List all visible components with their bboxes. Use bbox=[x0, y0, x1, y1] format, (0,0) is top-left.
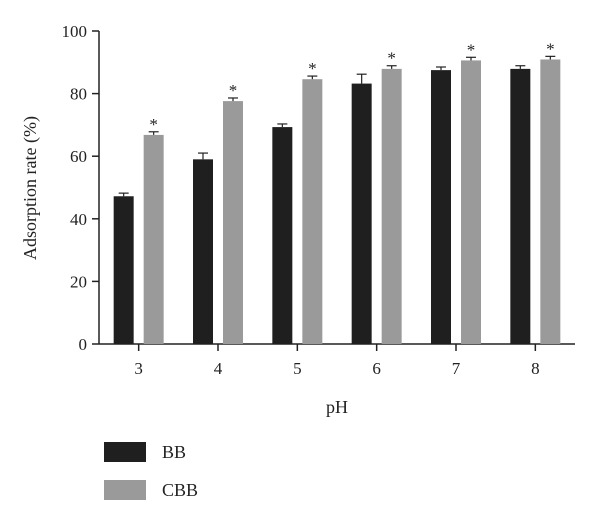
legend-label-cbb: CBB bbox=[162, 479, 199, 500]
legend-swatch-cbb bbox=[104, 480, 146, 500]
bar-bb-ph8 bbox=[510, 68, 531, 345]
x-tick-label: 4 bbox=[214, 359, 223, 378]
x-tick-label: 8 bbox=[531, 359, 540, 378]
bar-bb-ph3 bbox=[113, 196, 134, 344]
legend: BB CBB bbox=[104, 440, 198, 516]
y-tick-label: 100 bbox=[62, 22, 88, 41]
bar-cbb-ph8 bbox=[540, 59, 561, 344]
y-tick-label: 0 bbox=[79, 335, 88, 354]
legend-item-bb: BB bbox=[104, 440, 198, 464]
x-axis-title: pH bbox=[326, 397, 348, 417]
bar-bb-ph5 bbox=[272, 127, 293, 344]
legend-label-bb: BB bbox=[162, 441, 187, 462]
bars-layer: * * * * * * bbox=[113, 39, 561, 345]
y-tick-label: 80 bbox=[70, 85, 87, 104]
y-axis-title: Adsorption rate (%) bbox=[20, 116, 41, 260]
significance-star: * bbox=[308, 59, 317, 78]
bar-cbb-ph4 bbox=[223, 101, 243, 344]
significance-star: * bbox=[387, 49, 396, 68]
bar-bb-ph6 bbox=[351, 83, 372, 345]
bar-cbb-ph3 bbox=[143, 134, 164, 344]
significance-star: * bbox=[546, 39, 555, 58]
significance-star: * bbox=[149, 115, 158, 134]
y-tick-label: 40 bbox=[70, 210, 87, 229]
y-axis: 0 20 40 60 80 100 bbox=[62, 22, 100, 354]
y-tick-label: 20 bbox=[70, 272, 87, 291]
bar-cbb-ph6 bbox=[381, 68, 402, 345]
bar-cbb-ph5 bbox=[302, 79, 323, 345]
significance-star: * bbox=[467, 40, 476, 59]
bar-chart: 0 20 40 60 80 100 3 4 5 6 7 8 * * * * * * Adsorption ra… bbox=[20, 22, 575, 417]
significance-star: * bbox=[229, 81, 238, 100]
x-tick-label: 5 bbox=[293, 359, 302, 378]
y-tick-label: 60 bbox=[70, 147, 87, 166]
x-tick-label: 6 bbox=[372, 359, 381, 378]
legend-item-cbb: CBB bbox=[104, 478, 198, 502]
legend-swatch-bb bbox=[104, 442, 146, 462]
x-tick-label: 3 bbox=[134, 359, 143, 378]
bar-bb-ph7 bbox=[431, 70, 451, 344]
x-axis: 3 4 5 6 7 8 bbox=[99, 343, 575, 378]
bar-cbb-ph7 bbox=[461, 60, 481, 345]
x-tick-label: 7 bbox=[452, 359, 461, 378]
bar-bb-ph4 bbox=[193, 159, 213, 344]
